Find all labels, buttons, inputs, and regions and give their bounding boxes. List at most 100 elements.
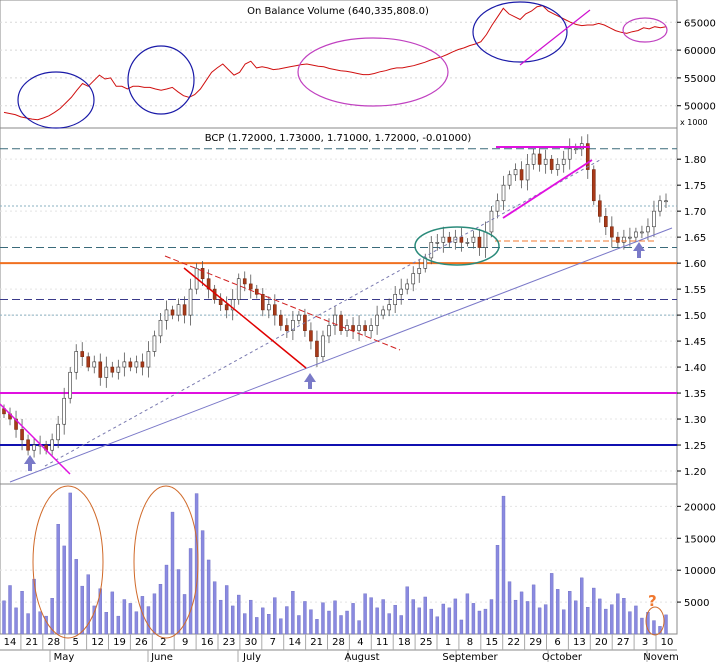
date-tick-label: 27 [617, 637, 630, 648]
volume-bar [555, 589, 560, 635]
candle-body [573, 148, 578, 151]
month-label: May [54, 652, 75, 662]
initial-downtrend-line [0, 403, 71, 475]
volume-bar [303, 601, 307, 635]
volume-bar [447, 607, 452, 635]
candle [74, 344, 79, 380]
candle [417, 258, 422, 283]
candle-body [158, 319, 163, 337]
volume-bar [465, 593, 470, 635]
candle [285, 318, 289, 338]
candle-body [315, 340, 319, 357]
candle [182, 296, 187, 324]
candle-body [405, 283, 410, 290]
volume-bar [495, 545, 500, 635]
candle-body [128, 361, 133, 368]
volume-bar [489, 599, 494, 635]
candle [573, 143, 578, 154]
candle [110, 361, 115, 378]
date-tick-label: 2 [160, 637, 166, 648]
volume-question-mark: ? [648, 592, 657, 610]
volume-bar [267, 614, 271, 635]
candle [567, 138, 572, 170]
price-tick-label: 1.65 [684, 233, 706, 244]
volume-bar [375, 607, 379, 635]
volume-bar [212, 581, 217, 635]
volume-bar [68, 492, 72, 635]
volume-bar [230, 605, 235, 635]
volume-bar [98, 588, 102, 635]
candle [513, 163, 518, 182]
volume-bar [363, 593, 367, 635]
volume-bar [116, 615, 121, 635]
volume-tick-label: 20000 [684, 502, 716, 513]
candle-body [62, 397, 66, 425]
candle [339, 310, 343, 335]
candle-body [369, 325, 373, 331]
candle-body [74, 351, 79, 373]
obv-axis: 65000 60000 55000 50000 [677, 18, 716, 113]
volume-bar [134, 611, 139, 635]
candle-body [339, 314, 343, 331]
volume-bar [459, 619, 464, 635]
price-tick-label: 1.80 [684, 155, 706, 166]
candle [266, 296, 271, 319]
candle-body [549, 158, 554, 170]
volume-bar [158, 584, 163, 635]
volume-bar [387, 613, 391, 635]
candle [309, 322, 313, 350]
candle-body [616, 236, 620, 243]
volume-bar [634, 605, 638, 635]
volume-bar [243, 613, 247, 635]
date-tick-label: 21 [26, 637, 39, 648]
date-tick-label: 9 [182, 637, 188, 648]
candle-body [417, 268, 422, 274]
candle [441, 226, 446, 253]
candle [381, 305, 385, 320]
volume-bar [86, 574, 90, 635]
volume-bar [598, 598, 602, 635]
consolidation-ellipse [414, 226, 500, 266]
candle-body [561, 158, 566, 165]
volume-bar [339, 615, 343, 635]
price-tick-label: 1.35 [684, 389, 706, 400]
candle-body [543, 158, 548, 165]
candle [616, 231, 620, 248]
volume-bar [411, 599, 415, 635]
volume-bar [399, 615, 403, 635]
candle [537, 146, 542, 172]
candle [507, 170, 512, 190]
candle [297, 310, 301, 325]
candle [375, 305, 379, 335]
volume-tick-label: 10000 [684, 566, 716, 577]
price-tick-label: 1.70 [684, 207, 706, 218]
candle [525, 153, 530, 191]
volume-tick-label: 15000 [684, 534, 716, 545]
price-axis: 1.80 1.75 1.70 1.65 1.60 1.55 1.50 1.45 1.40 1.35… [677, 155, 706, 478]
candle [658, 195, 662, 217]
date-tick-label: 4 [357, 637, 363, 648]
volume-bar [525, 601, 530, 635]
candle-body [170, 309, 175, 316]
volume-bar [640, 617, 644, 635]
price-tick-label: 1.75 [684, 181, 706, 192]
volume-axis: 20000 15000 10000 5000 [677, 502, 716, 609]
date-tick-label: 14 [4, 637, 17, 648]
volume-bar [586, 606, 590, 635]
volume-bar [104, 612, 109, 635]
volume-bar [357, 620, 361, 635]
volume-bar [128, 603, 133, 635]
candle-body [381, 309, 385, 316]
volume-bar [237, 594, 241, 635]
volume-bar [255, 617, 259, 635]
candle-body [459, 236, 464, 243]
volume-bar [261, 607, 265, 635]
date-axis: 14 21 28 5 12 19 26 2 9 16 23 30 7 14 21 28 4 11 18 25 1 8 15 2… [0, 634, 679, 662]
volume-bar [507, 581, 512, 635]
candle-body [477, 236, 482, 248]
volume-bar [483, 608, 488, 635]
date-tick-label: 26 [135, 637, 148, 648]
date-tick-label: 19 [113, 637, 126, 648]
date-tick-label: 30 [245, 637, 258, 648]
